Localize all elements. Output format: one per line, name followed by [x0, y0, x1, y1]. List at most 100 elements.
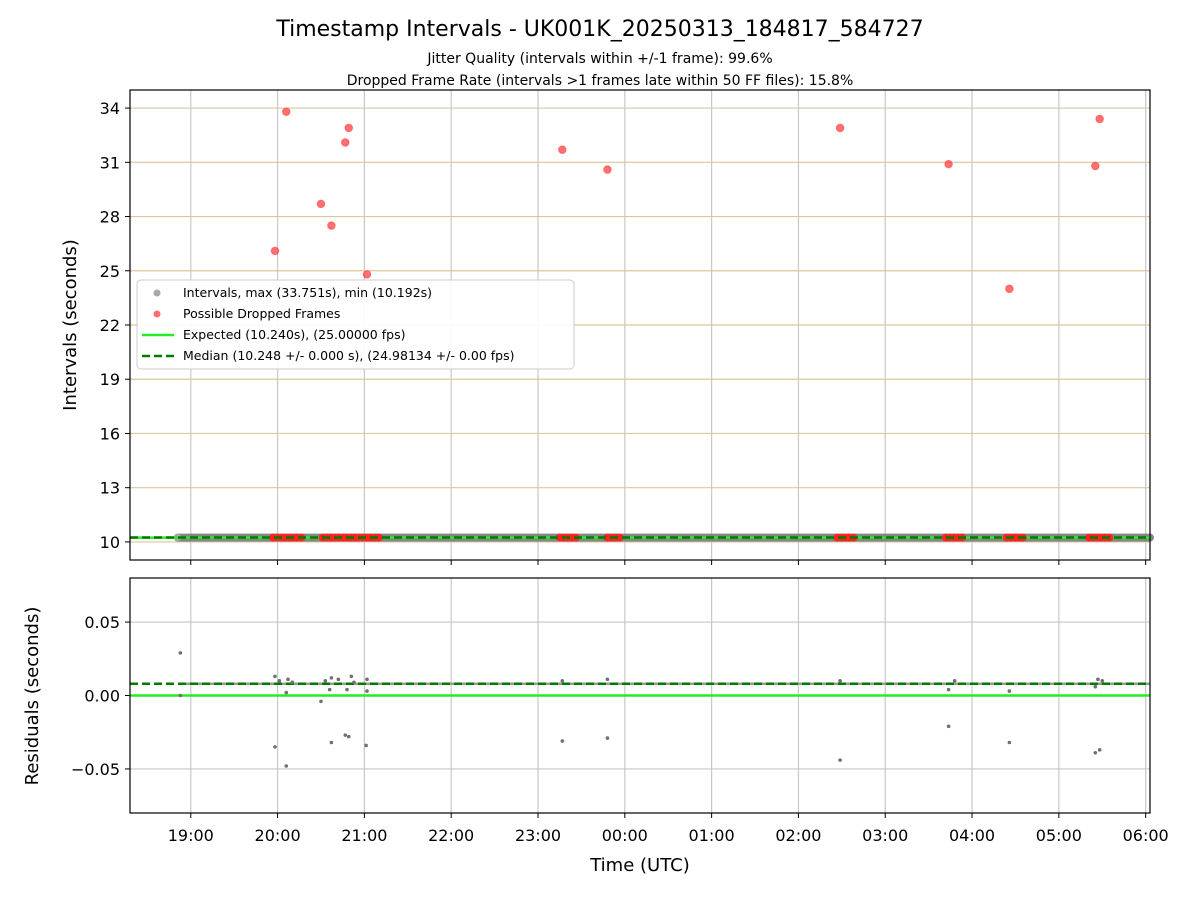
residual-point: [364, 743, 368, 748]
residuals-x-tick-label: 19:00: [168, 826, 214, 845]
dropped-frame-point: [281, 107, 291, 116]
residuals-x-tick-label: 06:00: [1123, 826, 1169, 845]
residuals-x-tick-label: 01:00: [689, 826, 735, 845]
residual-point: [352, 680, 356, 685]
intervals-series: [130, 107, 1154, 542]
legend-label-median: Median (10.248 +/- 0.000 s), (24.98134 +…: [183, 348, 514, 363]
legend-label-expected: Expected (10.240s), (25.00000 fps): [183, 327, 405, 342]
intervals-panel: 10 13 16 19 22 25 28 31 34 Intervals (seconds): [60, 89, 1154, 565]
residual-point: [1100, 679, 1105, 683]
legend-frame: [136, 279, 575, 370]
intervals-y-tick-label: 10: [100, 533, 120, 552]
residual-point: [327, 687, 332, 692]
residuals-x-tick-label: 02:00: [775, 826, 821, 845]
legend-marker-intervals: [153, 289, 161, 297]
x-axis-label: Time (UTC): [589, 855, 690, 876]
legend-marker-dropped: [153, 310, 161, 318]
residual-point: [336, 677, 341, 682]
legend-label-dropped: Possible Dropped Frames: [183, 306, 340, 321]
residual-point: [273, 745, 277, 749]
dropped-frame-point: [603, 165, 612, 174]
dropped-frame-point: [1091, 161, 1100, 171]
residual-point: [343, 733, 348, 737]
intervals-legend: Intervals, max (33.751s), min (10.192s) …: [136, 279, 575, 370]
residual-point: [838, 679, 842, 683]
intervals-grid: [130, 90, 1150, 560]
residuals-x-tick-label: 05:00: [1036, 826, 1082, 845]
residuals-x-tick-label: 00:00: [602, 826, 648, 845]
residual-point: [178, 651, 183, 655]
dropped-frame-point: [270, 246, 280, 256]
residual-point: [605, 736, 610, 740]
residual-point: [323, 679, 328, 683]
residual-point: [273, 674, 277, 679]
residual-point: [1007, 740, 1012, 745]
dropped-frame-base-point: [615, 533, 624, 542]
residual-point: [560, 679, 565, 683]
intervals-y-tick-label: 16: [100, 424, 120, 443]
residual-point: [1093, 684, 1098, 689]
residuals-panel: −0.05 0.00 0.05 19:00 20:00 21:00 22:00 23:00 0…: [22, 577, 1169, 876]
residual-point: [329, 676, 334, 680]
dropped-frame-point: [1095, 114, 1104, 124]
intervals-y-tick-label: 13: [100, 479, 120, 498]
residuals-x-ticks: 19:00 20:00 21:00 22:00 23:00 00:00 01:00 02:00…: [168, 813, 1169, 845]
residuals-x-tick-label: 22:00: [428, 826, 474, 845]
residual-point: [284, 690, 289, 695]
residual-point: [952, 679, 957, 683]
residual-point: [1007, 689, 1012, 693]
residuals-x-tick-label: 21:00: [341, 826, 387, 845]
intervals-y-tick-label: 22: [100, 316, 120, 335]
residuals-y-tick-label: −0.05: [71, 760, 120, 779]
intervals-y-tick-label: 19: [100, 370, 120, 389]
residual-point: [345, 687, 349, 692]
residual-point: [946, 687, 951, 692]
residual-point: [1093, 750, 1098, 755]
dropped-frame-point: [1005, 284, 1014, 294]
residual-point: [319, 699, 323, 704]
residual-point: [290, 680, 295, 685]
intervals-y-tick-label: 34: [100, 99, 120, 118]
intervals-y-tick-label: 25: [100, 262, 120, 281]
chart-subtitle-jitter: Jitter Quality (intervals within +/-1 fr…: [426, 51, 772, 67]
chart-title: Timestamp Intervals - UK001K_20250313_18…: [275, 17, 923, 42]
residuals-series: [130, 651, 1150, 768]
dropped-frame-point: [835, 123, 845, 133]
residual-point: [365, 689, 369, 693]
residual-point: [1096, 677, 1100, 682]
intervals-y-ticks: 10 13 16 19 22 25 28 31 34: [100, 99, 130, 552]
chart-subtitle-dropped: Dropped Frame Rate (intervals >1 frames …: [347, 73, 854, 89]
residual-point: [346, 734, 351, 739]
legend-label-intervals: Intervals, max (33.751s), min (10.192s): [183, 285, 432, 300]
residual-point: [286, 677, 290, 682]
residual-point: [178, 693, 183, 698]
residual-point: [365, 677, 369, 682]
residuals-y-ticks: −0.05 0.00 0.05: [71, 613, 130, 779]
residual-point: [605, 677, 610, 682]
residuals-y-tick-label: 0.05: [84, 613, 120, 632]
residual-point: [277, 679, 282, 683]
residuals-x-tick-label: 04:00: [949, 826, 995, 845]
residual-point: [560, 739, 565, 743]
dropped-frame-point: [558, 145, 567, 154]
residual-point: [838, 758, 842, 762]
residual-point: [349, 674, 354, 679]
residuals-x-tick-label: 03:00: [862, 826, 908, 845]
intervals-x-ticks: [190, 560, 1147, 565]
residual-point: [946, 724, 951, 729]
residuals-y-axis-label: Residuals (seconds): [22, 607, 43, 786]
dropped-frame-point: [327, 221, 336, 230]
residual-point: [1097, 748, 1102, 752]
residuals-x-tick-label: 23:00: [515, 826, 561, 845]
dropped-frame-base-point: [374, 533, 383, 542]
intervals-y-tick-label: 31: [100, 153, 120, 172]
intervals-y-axis-label: Intervals (seconds): [60, 239, 81, 411]
residual-point: [284, 764, 289, 768]
residuals-y-tick-label: 0.00: [84, 687, 120, 706]
dropped-frame-point: [344, 123, 354, 133]
dropped-frame-point: [944, 159, 953, 169]
intervals-y-tick-label: 28: [100, 208, 120, 227]
dropped-frame-point: [340, 138, 350, 147]
